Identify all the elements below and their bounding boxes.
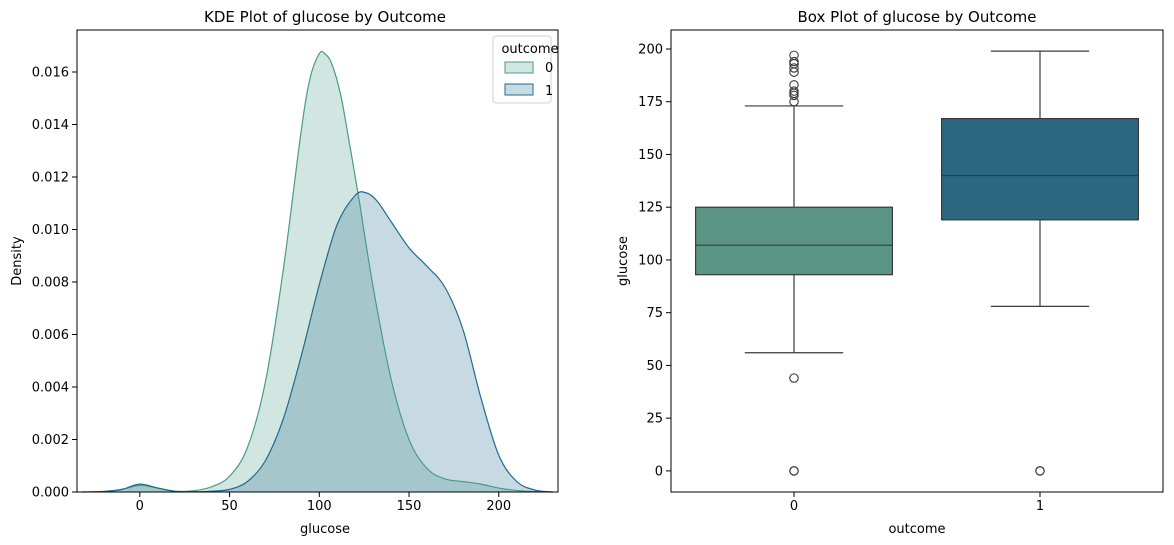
y-tick-label: 25 (646, 412, 663, 427)
y-tick-label: 0.010 (32, 223, 69, 238)
kde-y-axis: 0.000 0.002 0.004 0.006 0.008 0.010 0.012 0.014… (32, 66, 77, 501)
outlier-point (789, 80, 799, 90)
y-tick-label: 125 (638, 201, 663, 216)
kde-areas (82, 51, 553, 493)
y-tick-label: 75 (646, 306, 663, 321)
outlier-point (789, 86, 799, 96)
y-tick-label: 100 (638, 253, 663, 268)
x-tick-label: 100 (307, 499, 332, 514)
legend-label-0: 0 (545, 61, 553, 76)
outlier-point (789, 56, 799, 67)
y-tick-label: 150 (638, 148, 663, 163)
x-tick-label: 50 (221, 499, 238, 514)
legend-label-1: 1 (545, 84, 553, 99)
y-tick-label: 0.002 (32, 433, 69, 448)
x-tick-label: 0 (136, 499, 144, 514)
box-chart-title: Box Plot of glucose by Outcome (798, 8, 1037, 26)
y-tick-label: 200 (638, 42, 663, 57)
box-y-axis-label: glucose (616, 236, 631, 286)
x-tick-label: 0 (790, 499, 798, 514)
kde-area-0 (82, 51, 553, 493)
kde-x-axis: 0 50 100 150 200 (136, 492, 511, 514)
outlier-point (789, 466, 799, 476)
y-tick-label: 175 (638, 95, 663, 110)
x-tick-label: 1 (1036, 499, 1044, 514)
kde-y-axis-label: Density (10, 236, 25, 286)
legend-title: outcome (501, 42, 558, 57)
legend-swatch-1 (504, 83, 534, 96)
outlier-point (789, 50, 799, 61)
y-tick-label: 50 (646, 359, 663, 374)
y-tick-label: 0.016 (32, 66, 69, 81)
box-marks (694, 50, 1139, 476)
y-tick-label: 0 (655, 464, 663, 479)
kde-lines (82, 50, 553, 493)
x-tick-label: 150 (397, 499, 422, 514)
kde-legend: outcome 0 1 (492, 35, 559, 104)
outlier-point (789, 63, 799, 73)
box-1 (940, 118, 1139, 221)
kde-chart: KDE Plot of glucose by Outcome 0 50 100 150… (10, 8, 559, 537)
legend-swatch-0 (504, 61, 534, 74)
outlier-point (789, 373, 799, 383)
x-tick-label: 200 (486, 499, 511, 514)
kde-plot-frame (76, 29, 559, 493)
box-y-axis: 0 25 50 75 100 125 150 175 200 (638, 42, 671, 479)
y-tick-label: 0.000 (32, 486, 69, 501)
outlier-point (1035, 466, 1045, 476)
box-plot-frame (670, 29, 1164, 493)
kde-line-1 (82, 191, 553, 493)
y-tick-label: 0.006 (32, 328, 69, 343)
kde-area-1 (82, 191, 553, 492)
box-0 (694, 206, 893, 276)
kde-x-axis-label: glucose (300, 522, 350, 537)
box-x-axis-label: outcome (888, 522, 945, 537)
y-tick-label: 0.004 (32, 381, 69, 396)
kde-chart-title: KDE Plot of glucose by Outcome (204, 8, 446, 26)
y-tick-label: 0.012 (32, 171, 69, 186)
outlier-point (789, 88, 799, 99)
y-tick-label: 0.008 (32, 276, 69, 291)
y-tick-label: 0.014 (32, 118, 69, 133)
